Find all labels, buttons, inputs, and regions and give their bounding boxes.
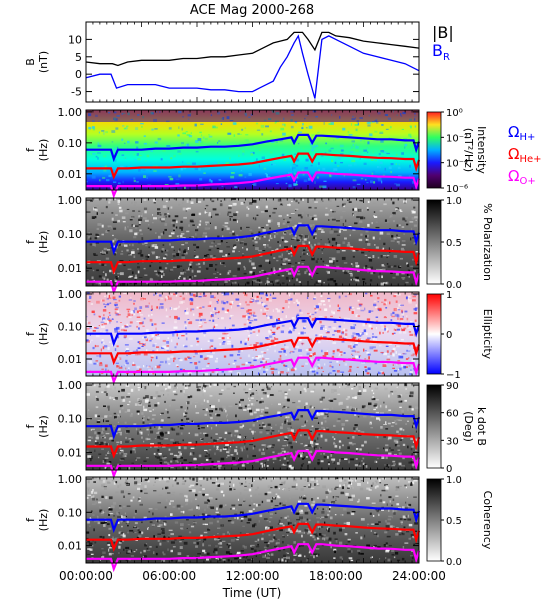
colorbar xyxy=(426,199,442,285)
gyro-line-o xyxy=(86,356,421,386)
legend-label: |B| xyxy=(432,23,454,42)
series-line-bmag xyxy=(85,31,420,67)
y-axis-label: f(Hz) xyxy=(24,231,50,254)
colorbar-tick-label: 30 xyxy=(446,436,459,447)
colorbar-label: Ellipticity xyxy=(481,309,494,360)
y-axis-label: B(nT) xyxy=(24,51,50,73)
y-tick-label: -5 xyxy=(71,86,82,99)
y-tick-label: 0.10 xyxy=(58,137,83,150)
panel-spectrogram-5: 1.00 0.10 0.01 f(Hz) 1.0 0.5 0.0 Coherency xyxy=(24,473,494,573)
y-tick-label: 0.01 xyxy=(58,540,83,553)
x-tick-label: 00:00:00 xyxy=(59,569,113,583)
gyro-line-he xyxy=(86,244,421,275)
colorbar-tick-label: 1.0 xyxy=(446,196,462,207)
x-tick-label: 06:00:00 xyxy=(142,569,196,583)
gyro-line-o xyxy=(86,265,421,296)
x-tick-label: 24:00:00 xyxy=(392,569,446,583)
y-tick-label: 0.01 xyxy=(58,446,83,459)
spectrogram-band xyxy=(86,110,419,122)
colorbar-tick-label: 0.0 xyxy=(446,557,462,568)
colorbar xyxy=(426,384,442,469)
gyro-line-o xyxy=(86,171,421,199)
y-axis-label: f(Hz) xyxy=(24,323,50,346)
colorbar-tick-label: 1.0 xyxy=(446,475,462,486)
colorbar-tick-label: 1 xyxy=(446,290,452,301)
y-tick-label: 0.10 xyxy=(58,413,83,426)
colorbar-label: Intensity(nT²/Hz) xyxy=(462,126,488,174)
y-tick-label: 1.00 xyxy=(58,473,83,486)
y-tick-label: 0 xyxy=(75,68,82,81)
colorbar-label: Coherency xyxy=(481,491,494,550)
panel-spectrogram-4: 1.00 0.10 0.01 f(Hz) 90 60 30 0 k dot B(Deg) xyxy=(24,379,488,480)
colorbar-tick-label: 10⁻⁶ xyxy=(446,184,468,195)
colorbar xyxy=(426,293,442,375)
colorbar-tick-label: 0.5 xyxy=(446,238,462,249)
gyro-line-h xyxy=(86,409,421,440)
gyro-line-h xyxy=(86,502,421,534)
y-tick-label: 0.01 xyxy=(58,262,83,275)
gyro-line-h xyxy=(86,224,421,256)
gyro-line-o xyxy=(86,449,421,480)
y-tick-label: 0.10 xyxy=(58,320,83,333)
y-tick-label: 1.00 xyxy=(58,106,83,119)
colorbar xyxy=(426,478,442,562)
series-line-br xyxy=(85,34,420,99)
colorbar-tick-label: 0.5 xyxy=(446,516,462,527)
gyro-line-he xyxy=(86,522,421,552)
y-tick-label: 0.10 xyxy=(58,506,83,519)
panel-frame xyxy=(85,21,420,103)
y-axis-label: f(Hz) xyxy=(24,139,50,162)
legend-label: ΩO+ xyxy=(508,167,536,187)
panel-field: -5 0 5 10 B(nT) |B|BR xyxy=(24,21,454,103)
colorbar-tick-label: 10⁻⁴ xyxy=(446,159,468,170)
colorbar-tick-label: 0 xyxy=(446,330,452,341)
colorbar-tick-label: 10⁰ xyxy=(446,108,463,119)
colorbar-label: % Polarization xyxy=(481,203,494,281)
panel-spectrogram-1: 1.00 0.10 0.01 f(Hz) 10⁰ 10⁻² 10⁻⁴ 10⁻⁶ Intensit… xyxy=(24,106,542,199)
colorbar-tick-label: 0.0 xyxy=(446,280,462,291)
gyro-line-he xyxy=(86,152,421,180)
gyro-line-h xyxy=(86,317,421,347)
y-tick-label: 1.00 xyxy=(58,288,83,301)
colorbar-tick-label: 10⁻² xyxy=(446,133,468,144)
y-tick-label: 0.01 xyxy=(58,353,83,366)
colorbar-tick-label: −1 xyxy=(446,370,461,381)
y-tick-label: 1.00 xyxy=(58,194,83,207)
y-tick-label: 10 xyxy=(68,33,82,46)
chart-title: ACE Mag 2000-268 xyxy=(190,3,314,18)
gyro-line-o xyxy=(86,543,421,573)
colorbar xyxy=(426,111,442,189)
x-tick-label: 12:00:00 xyxy=(226,569,280,583)
gyro-line-he xyxy=(86,429,421,459)
panel-spectrogram-3: 1.00 0.10 0.01 f(Hz) 1 0 −1 Ellipticity xyxy=(24,288,494,386)
x-axis-label: Time (UT) xyxy=(222,586,282,600)
y-tick-label: 1.00 xyxy=(58,379,83,392)
y-tick-label: 5 xyxy=(75,51,82,64)
y-axis-label: f(Hz) xyxy=(24,415,50,438)
colorbar-tick-label: 0 xyxy=(446,464,452,475)
y-tick-label: 0.01 xyxy=(58,168,83,181)
y-axis-label: f(Hz) xyxy=(24,509,50,532)
gyro-line-he xyxy=(86,336,421,366)
colorbar-tick-label: 90 xyxy=(446,381,459,392)
colorbar-tick-label: 60 xyxy=(446,409,459,420)
panel-spectrogram-2: 1.00 0.10 0.01 f(Hz) 1.0 0.5 0.0 % Polarization xyxy=(24,194,494,296)
spectrogram-texture xyxy=(86,383,420,470)
legend-label: ΩH+ xyxy=(508,123,535,143)
gyro-line-h xyxy=(86,133,421,163)
legend-label: BR xyxy=(432,41,450,63)
y-tick-label: 0.10 xyxy=(58,228,83,241)
legend-label: ΩHe+ xyxy=(508,145,542,165)
colorbar-label: k dot B(Deg) xyxy=(462,407,488,446)
x-tick-label: 18:00:00 xyxy=(309,569,363,583)
